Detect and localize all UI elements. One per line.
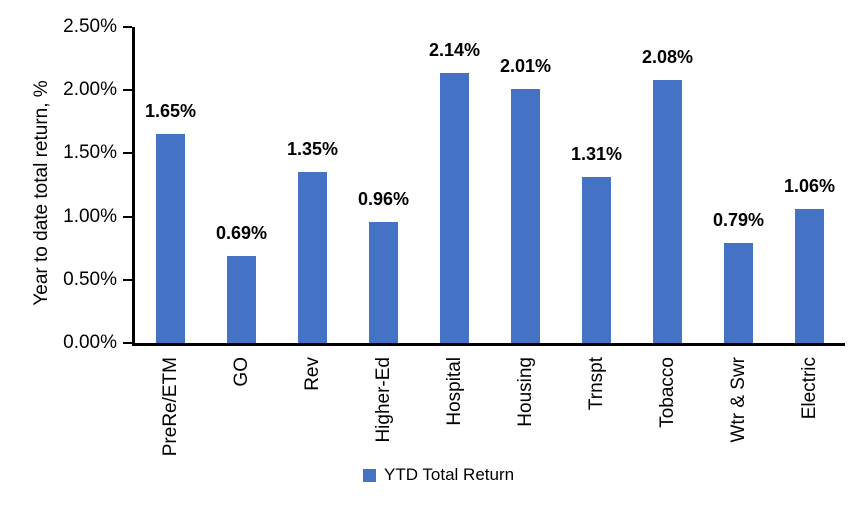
bar	[156, 134, 185, 343]
x-axis-category-label: Trnspt	[585, 357, 607, 411]
x-axis-category-label: Hospital	[443, 357, 465, 426]
bar-value-label: 0.79%	[712, 210, 765, 231]
y-tick-mark	[123, 342, 132, 344]
bar-value-label: 1.35%	[286, 139, 339, 160]
x-axis-category-label: Higher-Ed	[372, 357, 394, 443]
bar-value-label: 0.96%	[357, 188, 410, 209]
bar	[795, 209, 824, 343]
x-axis-category-label: Rev	[301, 357, 323, 391]
bar-value-label: 2.01%	[499, 55, 552, 76]
bar	[369, 221, 398, 343]
bar-value-label: 2.08%	[641, 47, 694, 68]
bar	[582, 177, 611, 343]
bar-value-label: 1.06%	[783, 176, 836, 197]
x-axis-line	[132, 343, 845, 346]
x-axis-category-label: Electric	[798, 357, 820, 420]
y-axis-line	[132, 27, 135, 346]
x-axis-category-label: Tobacco	[656, 357, 678, 428]
x-axis-category-label: Housing	[514, 357, 536, 427]
x-axis-category-label: PreRe/ETM	[159, 357, 181, 457]
bar-value-label: 1.31%	[570, 144, 623, 165]
bar-value-label: 1.65%	[144, 101, 197, 122]
y-tick-label: 0.00%	[63, 332, 117, 353]
bar	[227, 255, 256, 343]
bar	[653, 80, 682, 343]
y-tick-label: 1.50%	[63, 142, 117, 164]
bar-value-label: 2.14%	[428, 39, 481, 60]
y-tick-label: 0.50%	[63, 268, 117, 290]
bar	[298, 172, 327, 343]
y-tick-mark	[123, 89, 132, 92]
legend: YTD Total Return	[363, 465, 514, 485]
y-tick-mark	[123, 215, 132, 218]
bar-value-label: 0.69%	[215, 222, 268, 243]
y-tick-mark	[123, 278, 132, 281]
y-tick-mark	[123, 26, 132, 28]
bar	[724, 243, 753, 343]
y-tick-label: 2.00%	[63, 79, 117, 101]
legend-label: YTD Total Return	[384, 465, 515, 484]
x-axis-category-label: GO	[230, 357, 252, 387]
bar	[440, 72, 469, 343]
bar	[511, 88, 540, 343]
y-tick-label: 1.00%	[63, 205, 117, 227]
y-tick-mark	[123, 152, 132, 155]
legend-swatch-icon	[363, 468, 376, 482]
y-tick-label: 2.50%	[63, 16, 117, 37]
x-axis-category-label: Wtr & Swr	[727, 357, 749, 443]
